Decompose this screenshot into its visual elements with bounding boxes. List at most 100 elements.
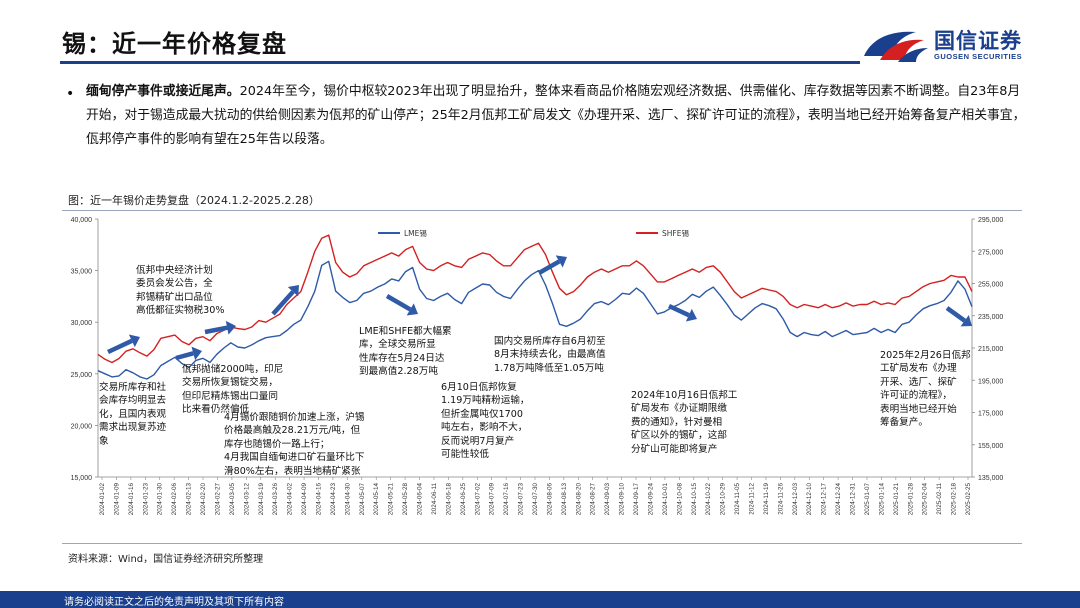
right-tick-label: 155,000 [978, 443, 1003, 450]
x-tick-label: 2024-03-05 [229, 483, 236, 516]
x-tick-label: 2024-04-09 [301, 483, 308, 516]
x-tick-label: 2024-02-27 [214, 483, 221, 516]
trend-arrowhead-icon [191, 346, 202, 361]
x-tick-label: 2024-03-19 [258, 483, 265, 516]
trend-arrow-icon [107, 338, 133, 355]
x-tick-label: 2024-04-02 [287, 483, 294, 516]
x-tick-label: 2024-06-18 [445, 483, 452, 516]
x-tick-label: 2024-12-10 [806, 483, 813, 516]
chart-annotation: LME和SHFE都大幅累 库，全球交易所显 性库存在5月24日达 到最高值2.2… [359, 326, 452, 378]
x-tick-label: 2024-08-06 [546, 483, 553, 516]
trend-arrow-icon [945, 306, 967, 323]
page-title: 锡：近一年价格复盘 [62, 30, 287, 58]
x-tick-label: 2024-09-10 [619, 483, 626, 516]
x-tick-label: 2024-10-29 [720, 483, 727, 516]
x-tick-label: 2024-04-23 [330, 483, 337, 516]
x-tick-label: 2024-05-14 [373, 483, 380, 516]
chart-annotation: 国内交易所库存自6月初至 8月末持续去化，由最高值 1.78万吨降低至1.05万… [494, 336, 606, 374]
chart-annotation: 佤邦抛储2000吨，印尼 交易所恢复锡锭交易， 但印尼精炼锡出口量同 比来看仍然… [182, 364, 284, 416]
lme-series-line [97, 260, 973, 380]
x-tick-label: 2024-01-02 [99, 483, 106, 516]
right-tick-label: 275,000 [978, 249, 1003, 256]
trend-arrow-icon [537, 259, 561, 275]
footer-disclaimer: 请务必阅读正文之后的免责声明及其项下所有内容 [64, 597, 284, 608]
trend-arrowhead-icon [960, 315, 972, 327]
x-tick-label: 2024-04-30 [344, 483, 351, 516]
left-tick-label: 15,000 [71, 475, 93, 482]
x-tick-label: 2024-10-08 [676, 483, 683, 516]
x-tick-label: 2024-10-22 [705, 483, 712, 516]
summary-lead: 缅甸停产事件或接近尾声。 [86, 84, 240, 99]
trend-arrow-icon [385, 294, 412, 312]
x-tick-label: 2024-11-19 [763, 483, 770, 515]
legend-lme-label: LME锡 [404, 229, 427, 238]
x-tick-label: 2024-04-16 [316, 483, 323, 516]
x-tick-label: 2024-06-04 [417, 483, 424, 516]
x-tick-label: 2024-02-06 [171, 483, 178, 516]
x-tick-label: 2024-01-09 [113, 483, 120, 516]
x-tick-label: 2024-11-26 [777, 483, 784, 515]
trend-arrow-icon [204, 325, 228, 335]
x-tick-label: 2024-06-11 [431, 483, 438, 515]
x-tick-label: 2024-08-20 [575, 483, 582, 516]
logo-wordmark-en: GUOSEN SECURITIES [934, 52, 1023, 61]
left-tick-label: 35,000 [71, 269, 93, 276]
x-tick-label: 2024-02-20 [200, 483, 207, 516]
left-tick-label: 25,000 [71, 372, 93, 379]
logo-wordmark-cn: 国信证券 [934, 29, 1022, 53]
legend-shfe-label: SHFE锡 [662, 229, 689, 238]
chart-annotation: 2025年2月26日佤邦 工矿局发布《办理 开采、选厂、探矿 许可证的流程》， … [880, 350, 971, 429]
right-tick-label: 295,000 [978, 217, 1003, 224]
chart-annotation: 6月10日佤邦恢复 1.19万吨精粉运输， 但折金属吨仅1700 吨左右，影响不… [441, 382, 530, 461]
source-note: 资料来源：Wind，国信证券经济研究所整理 [68, 554, 264, 565]
trend-arrow-icon [668, 303, 690, 318]
trend-arrowhead-icon [225, 320, 236, 335]
figure-caption: 图：近一年锡价走势复盘（2024.1.2-2025.2.28） [68, 194, 320, 207]
trend-arrowhead-icon [685, 308, 697, 322]
x-tick-label: 2024-07-09 [489, 483, 496, 516]
x-tick-label: 2024-12-03 [792, 483, 799, 516]
x-tick-label: 2024-08-27 [590, 483, 597, 516]
x-tick-label: 2024-12-17 [821, 483, 828, 516]
trend-arrowhead-icon [128, 334, 140, 348]
x-tick-label: 2024-10-01 [662, 483, 669, 516]
x-tick-label: 2025-02-11 [936, 483, 943, 515]
x-tick-label: 2024-12-31 [850, 483, 857, 516]
trend-arrow-icon [271, 290, 295, 316]
caption-divider [62, 210, 1022, 211]
x-tick-label: 2024-03-12 [243, 483, 250, 516]
source-divider [62, 543, 1022, 544]
x-tick-label: 2024-01-16 [128, 483, 135, 516]
x-tick-label: 2024-05-07 [359, 483, 366, 516]
x-tick-label: 2024-07-23 [518, 483, 525, 516]
x-tick-label: 2025-02-04 [922, 483, 929, 516]
x-tick-label: 2024-06-25 [460, 483, 467, 516]
left-tick-label: 40,000 [71, 217, 93, 224]
x-tick-label: 2024-09-24 [647, 483, 654, 516]
right-tick-label: 255,000 [978, 282, 1003, 289]
trend-arrow-icon [175, 351, 194, 361]
x-tick-label: 2024-12-24 [835, 483, 842, 516]
trend-arrowhead-icon [555, 255, 567, 268]
guosen-logo-icon [864, 31, 928, 62]
shfe-series-line [97, 234, 973, 364]
left-tick-label: 20,000 [71, 423, 93, 430]
footer-bar [0, 591, 1080, 608]
summary-paragraph: 缅甸停产事件或接近尾声。2024年至今，锡价中枢较2023年出现了明显抬升，整体… [86, 80, 1032, 152]
right-tick-label: 175,000 [978, 411, 1003, 418]
x-tick-label: 2024-05-28 [402, 483, 409, 516]
summary-body: 2024年至今，锡价中枢较2023年出现了明显抬升，整体来看商品价格随宏观经济数… [86, 84, 1026, 147]
x-tick-label: 2025-01-28 [907, 483, 914, 516]
x-tick-label: 2024-01-23 [142, 483, 149, 516]
x-tick-label: 2024-07-16 [503, 483, 510, 516]
bullet-icon: • [66, 86, 75, 102]
x-tick-label: 2024-07-02 [474, 483, 481, 516]
x-tick-label: 2025-02-18 [951, 483, 958, 516]
x-tick-label: 2024-09-17 [633, 483, 640, 516]
x-tick-label: 2024-03-26 [272, 483, 279, 516]
right-tick-label: 235,000 [978, 314, 1003, 321]
x-tick-label: 2025-01-21 [893, 483, 900, 516]
x-tick-label: 2024-10-15 [691, 483, 698, 516]
chart-annotation: 佤邦中央经济计划 委员会发公告，全 邦锡精矿出口品位 高低都征实物税30% [136, 265, 225, 317]
